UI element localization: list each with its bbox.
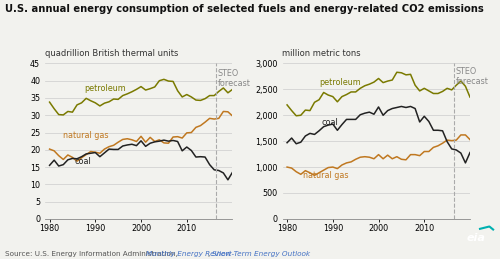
Text: natural gas: natural gas [303, 171, 348, 180]
Text: Short-Term Energy Outlook: Short-Term Energy Outlook [212, 251, 310, 257]
Text: petroleum: petroleum [319, 78, 361, 87]
Text: coal: coal [322, 118, 338, 127]
Text: eia: eia [467, 233, 485, 243]
Text: petroleum: petroleum [84, 84, 126, 93]
Text: coal: coal [74, 157, 92, 166]
Text: Source: U.S. Energy Information Administration,: Source: U.S. Energy Information Administ… [5, 251, 180, 257]
Text: U.S. annual energy consumption of selected fuels and energy-related CO2 emission: U.S. annual energy consumption of select… [5, 4, 484, 14]
Text: million metric tons: million metric tons [282, 49, 361, 58]
Text: Monthly Energy Review: Monthly Energy Review [146, 251, 231, 257]
Text: quadrillion British thermal units: quadrillion British thermal units [45, 49, 178, 58]
Text: STEO
forecast: STEO forecast [218, 69, 250, 88]
Text: natural gas: natural gas [64, 131, 109, 140]
Text: STEO
forecast: STEO forecast [456, 67, 488, 86]
Text: ,: , [208, 251, 212, 257]
